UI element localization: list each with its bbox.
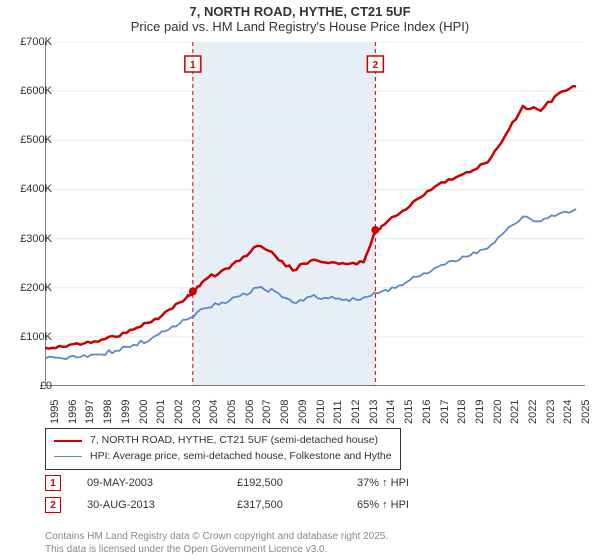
sale-date: 30-AUG-2013 (87, 499, 237, 511)
x-tick-label: 2018 (456, 400, 468, 424)
sale-price: £192,500 (237, 477, 357, 489)
chart-container: 7, NORTH ROAD, HYTHE, CT21 5UF Price pai… (0, 0, 600, 560)
legend-label: 7, NORTH ROAD, HYTHE, CT21 5UF (semi-det… (90, 433, 378, 449)
x-tick-label: 1997 (84, 400, 96, 424)
y-tick-label: £500K (20, 134, 52, 146)
x-tick-label: 2022 (527, 400, 539, 424)
x-tick-label: 2007 (261, 400, 273, 424)
x-tick-label: 2023 (545, 400, 557, 424)
x-tick-label: 2015 (403, 400, 415, 424)
y-tick-label: £0 (40, 380, 52, 392)
footer-line2: This data is licensed under the Open Gov… (45, 543, 388, 556)
legend: 7, NORTH ROAD, HYTHE, CT21 5UF (semi-det… (45, 428, 401, 470)
sale-row: 2 30-AUG-2013£317,50065% ↑ HPI (45, 494, 477, 516)
x-tick-label: 2006 (244, 400, 256, 424)
x-tick-label: 2021 (509, 400, 521, 424)
y-tick-label: £600K (20, 85, 52, 97)
sale-price: £317,500 (237, 499, 357, 511)
legend-row: HPI: Average price, semi-detached house,… (54, 449, 392, 465)
x-tick-label: 2004 (208, 400, 220, 424)
x-tick-label: 2011 (332, 400, 344, 424)
y-tick-label: £700K (20, 36, 52, 48)
x-tick-label: 2013 (368, 400, 380, 424)
sale-row: 1 09-MAY-2003£192,50037% ↑ HPI (45, 472, 477, 494)
x-tick-label: 2005 (226, 400, 238, 424)
x-tick-label: 2008 (279, 400, 291, 424)
x-tick-label: 1996 (67, 400, 79, 424)
x-tick-label: 1995 (49, 400, 61, 424)
chart-area: 12 (45, 42, 585, 386)
x-tick-label: 2010 (315, 400, 327, 424)
svg-text:1: 1 (190, 60, 196, 71)
legend-swatch (54, 440, 82, 442)
x-tick-label: 2012 (350, 400, 362, 424)
chart-svg: 12 (45, 42, 585, 386)
x-tick-label: 2020 (492, 400, 504, 424)
x-tick-label: 2003 (191, 400, 203, 424)
legend-row: 7, NORTH ROAD, HYTHE, CT21 5UF (semi-det… (54, 433, 392, 449)
x-tick-label: 2014 (385, 400, 397, 424)
x-tick-label: 2016 (421, 400, 433, 424)
x-tick-label: 2009 (297, 400, 309, 424)
y-tick-label: £300K (20, 233, 52, 245)
title-block: 7, NORTH ROAD, HYTHE, CT21 5UF Price pai… (0, 0, 600, 34)
x-tick-label: 1999 (120, 400, 132, 424)
sales-table: 1 09-MAY-2003£192,50037% ↑ HPI 2 30-AUG-201… (45, 472, 477, 516)
x-tick-label: 2001 (155, 400, 167, 424)
x-tick-label: 1998 (102, 400, 114, 424)
title-address: 7, NORTH ROAD, HYTHE, CT21 5UF (0, 4, 600, 19)
y-tick-label: £400K (20, 183, 52, 195)
sale-date: 09-MAY-2003 (87, 477, 237, 489)
x-tick-label: 2002 (173, 400, 185, 424)
footer-line1: Contains HM Land Registry data © Crown c… (45, 530, 388, 543)
x-tick-label: 2017 (439, 400, 451, 424)
legend-swatch (54, 456, 82, 457)
sale-pct: 65% ↑ HPI (357, 499, 477, 511)
y-tick-label: £100K (20, 331, 52, 343)
title-subtitle: Price paid vs. HM Land Registry's House … (0, 19, 600, 34)
x-tick-label: 2000 (138, 400, 150, 424)
sale-marker: 2 (45, 497, 61, 513)
x-tick-label: 2024 (562, 400, 574, 424)
sale-marker: 1 (45, 475, 61, 491)
svg-text:2: 2 (373, 60, 379, 71)
x-tick-label: 2019 (474, 400, 486, 424)
y-tick-label: £200K (20, 282, 52, 294)
footer-attribution: Contains HM Land Registry data © Crown c… (45, 530, 388, 556)
x-tick-label: 2025 (580, 400, 592, 424)
sale-pct: 37% ↑ HPI (357, 477, 477, 489)
legend-label: HPI: Average price, semi-detached house,… (90, 449, 392, 465)
